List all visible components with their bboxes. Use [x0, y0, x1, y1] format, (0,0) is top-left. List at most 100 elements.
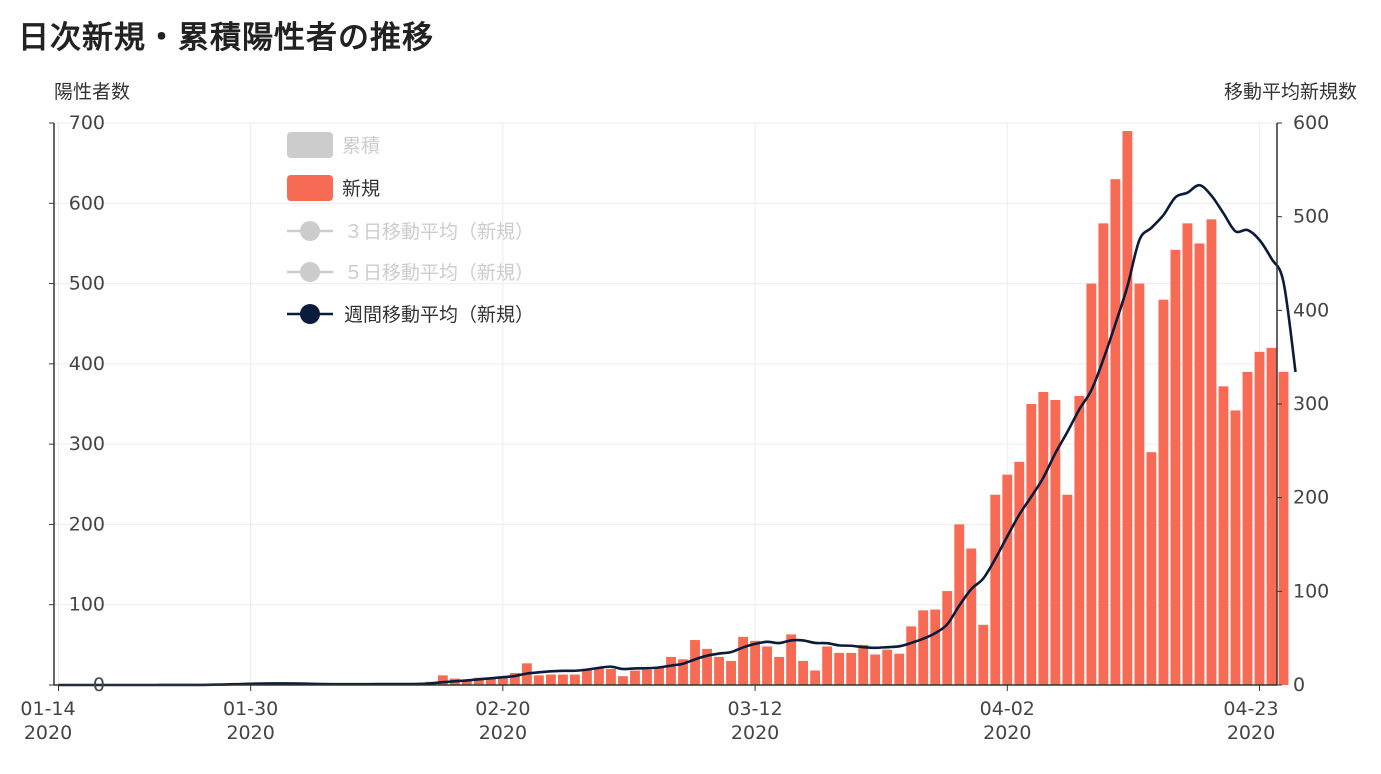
- right-axis-title: 移動平均新規数: [1224, 81, 1357, 103]
- bar[interactable]: [846, 652, 857, 685]
- legend-label: 週間移動平均（新規）: [344, 304, 534, 326]
- bar[interactable]: [642, 669, 652, 685]
- bar[interactable]: [1014, 461, 1025, 685]
- right-tick-label: 500: [1293, 206, 1329, 228]
- bar[interactable]: [1242, 371, 1253, 685]
- bar[interactable]: [630, 670, 640, 685]
- bar[interactable]: [485, 678, 496, 685]
- bar[interactable]: [786, 634, 797, 685]
- bar[interactable]: [473, 677, 484, 685]
- bar[interactable]: [930, 609, 941, 685]
- bar[interactable]: [678, 659, 688, 685]
- bar[interactable]: [1098, 223, 1109, 685]
- bar[interactable]: [654, 667, 664, 685]
- grid: [54, 122, 1277, 686]
- legend-label: 新規: [342, 178, 380, 200]
- bar[interactable]: [461, 680, 472, 685]
- bar-series[interactable]: [161, 131, 1289, 686]
- bar[interactable]: [1026, 404, 1037, 685]
- bar[interactable]: [1134, 283, 1145, 685]
- bar[interactable]: [1086, 283, 1097, 685]
- bar[interactable]: [1170, 249, 1181, 685]
- left-tick-label: 0: [93, 674, 105, 696]
- bar[interactable]: [1194, 243, 1205, 685]
- bar[interactable]: [762, 646, 773, 685]
- bar[interactable]: [582, 668, 592, 685]
- bar[interactable]: [738, 636, 748, 685]
- bar[interactable]: [666, 656, 676, 685]
- bar[interactable]: [798, 660, 809, 685]
- bar[interactable]: [1146, 452, 1157, 685]
- legend-item[interactable]: 累積: [287, 132, 380, 158]
- bar[interactable]: [870, 654, 881, 685]
- bar[interactable]: [942, 591, 953, 685]
- bar[interactable]: [702, 648, 712, 685]
- bar[interactable]: [437, 675, 448, 685]
- bar[interactable]: [858, 644, 869, 685]
- x-tick-year: 2020: [1227, 722, 1275, 744]
- bar[interactable]: [690, 640, 700, 685]
- legend-item[interactable]: ５日移動平均（新規）: [287, 262, 534, 284]
- legend-marker: [300, 221, 320, 241]
- legend-label: 累積: [342, 135, 380, 157]
- bar[interactable]: [1158, 299, 1169, 685]
- bar[interactable]: [882, 649, 893, 685]
- bar[interactable]: [906, 626, 917, 685]
- bar[interactable]: [1110, 179, 1121, 685]
- bar[interactable]: [822, 646, 833, 685]
- legend-item[interactable]: ３日移動平均（新規）: [287, 221, 534, 243]
- bar[interactable]: [497, 677, 508, 685]
- bar[interactable]: [978, 624, 989, 685]
- bar[interactable]: [834, 652, 845, 685]
- bar[interactable]: [594, 667, 604, 685]
- legend-label: ５日移動平均（新規）: [344, 262, 534, 284]
- bar[interactable]: [894, 653, 905, 685]
- x-tick-year: 2020: [226, 722, 274, 744]
- bar[interactable]: [750, 640, 761, 685]
- bar[interactable]: [1230, 410, 1241, 685]
- bar[interactable]: [606, 668, 616, 685]
- bar[interactable]: [1038, 391, 1049, 685]
- legend-item[interactable]: 新規: [287, 175, 380, 201]
- bar[interactable]: [1254, 351, 1265, 685]
- bar[interactable]: [570, 674, 580, 685]
- bar[interactable]: [618, 676, 628, 685]
- bar[interactable]: [990, 494, 1001, 685]
- bar[interactable]: [557, 674, 568, 685]
- bar[interactable]: [1002, 474, 1013, 685]
- bar[interactable]: [1218, 386, 1229, 685]
- bar[interactable]: [714, 656, 724, 685]
- legend-marker: [300, 262, 320, 282]
- right-tick-label: 600: [1293, 112, 1329, 134]
- axes: 陽性者数 移動平均新規数 0 100 200 300 400 500 600 700 0 100 200…: [20, 81, 1357, 744]
- legend-bar-swatch: [287, 175, 333, 201]
- legend-item[interactable]: 週間移動平均（新規）: [287, 304, 534, 326]
- bar[interactable]: [918, 610, 929, 685]
- bar[interactable]: [533, 675, 544, 685]
- left-tick-label: 700: [69, 112, 105, 134]
- x-tick-year: 2020: [731, 722, 779, 744]
- right-tick-label: 0: [1293, 674, 1305, 696]
- bar[interactable]: [774, 656, 785, 685]
- bar[interactable]: [1050, 399, 1061, 685]
- legend-bar-swatch: [287, 132, 333, 158]
- bar[interactable]: [726, 660, 736, 685]
- bar[interactable]: [1062, 494, 1073, 685]
- bar[interactable]: [1266, 347, 1277, 685]
- bar[interactable]: [545, 674, 556, 685]
- x-tick-date: 04-02: [980, 698, 1035, 720]
- right-tick-label: 400: [1293, 299, 1329, 321]
- right-tick-label: 200: [1293, 487, 1329, 509]
- bar[interactable]: [810, 670, 821, 685]
- bar[interactable]: [1206, 219, 1217, 686]
- bar[interactable]: [1122, 131, 1133, 685]
- bar[interactable]: [966, 548, 977, 685]
- left-axis-title: 陽性者数: [54, 81, 130, 103]
- weekly-moving-average-line[interactable]: [58, 183, 1297, 687]
- bar[interactable]: [1278, 371, 1289, 685]
- bar[interactable]: [1074, 395, 1085, 685]
- bar[interactable]: [1182, 223, 1193, 685]
- bar[interactable]: [509, 672, 520, 685]
